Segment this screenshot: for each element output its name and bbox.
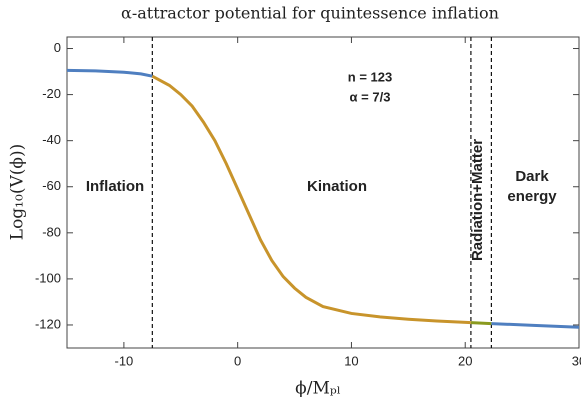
y-tick-label: -60 (42, 178, 61, 193)
x-tick-label: 30 (572, 353, 581, 368)
y-tick-label: -40 (42, 132, 61, 147)
x-tick-label: 0 (234, 353, 241, 368)
y-tick-label: 0 (54, 40, 61, 55)
series-line (491, 322, 580, 329)
series-label: Kination (307, 178, 367, 195)
series-line (470, 321, 492, 326)
y-tick-label: -100 (35, 270, 61, 285)
series-line (151, 74, 471, 325)
series-label-line: Dark (515, 168, 549, 185)
annotation: α = 7/3 (350, 89, 391, 104)
series-label: Inflation (86, 178, 144, 195)
y-axis-label: Log₁₀(V(ϕ)) (8, 144, 28, 240)
x-tick-label: 10 (344, 353, 358, 368)
x-tick-label: -10 (114, 353, 133, 368)
series-label-line: energy (507, 188, 557, 205)
chart-title: α-attractor potential for quintessence i… (121, 4, 499, 23)
x-axis-label: ϕ/Mₚₗ (295, 379, 341, 399)
annotation: n = 123 (348, 69, 392, 84)
x-tick-label: 20 (458, 353, 472, 368)
y-tick-label: -20 (42, 86, 61, 101)
series-label: Radiation+Matter (469, 139, 486, 261)
plot-frame (66, 36, 580, 349)
y-tick-label: -120 (35, 316, 61, 331)
y-tick-label: -80 (42, 224, 61, 239)
series-line (66, 68, 153, 78)
series-label: Dark energy (507, 168, 557, 205)
